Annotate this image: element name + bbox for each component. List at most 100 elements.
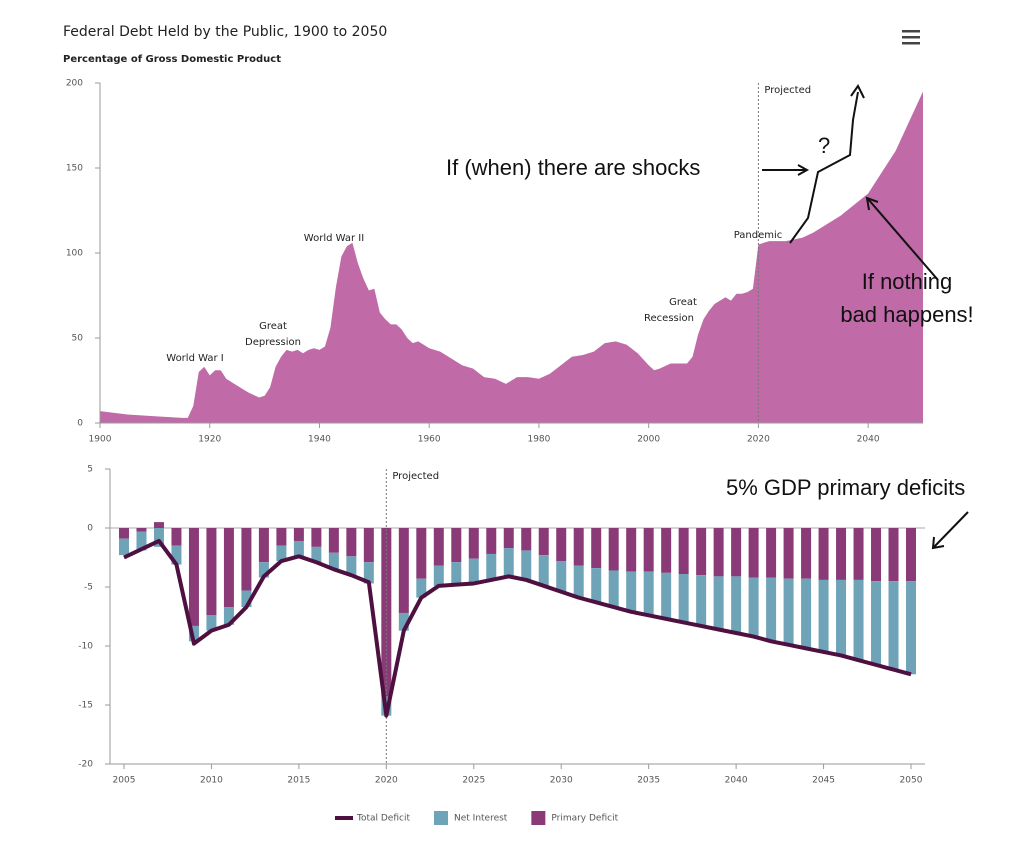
bar-segment	[451, 562, 462, 585]
baseline-arrow	[865, 196, 939, 281]
bar-segment	[153, 528, 164, 547]
bar-segment	[591, 528, 602, 569]
menu-bar[interactable]	[902, 36, 920, 39]
bar-segment	[381, 528, 392, 697]
x-tick-label: 1940	[308, 435, 331, 445]
bar-segment	[731, 576, 742, 634]
bar-segment	[398, 612, 409, 631]
x-tick-label: 2035	[637, 776, 660, 786]
note: If (when) there are shocks	[446, 155, 700, 180]
note: 5% GDP primary deficits	[726, 475, 965, 500]
bar-segment	[328, 528, 339, 553]
bar-segment	[608, 528, 619, 571]
bar-segment	[311, 546, 322, 563]
bar-segment	[293, 528, 304, 541]
x-tick-label: 1960	[418, 435, 441, 445]
bar-segment	[433, 528, 444, 566]
bar-segment	[258, 562, 269, 578]
bar-segment	[206, 528, 217, 616]
note: ?	[818, 133, 830, 158]
y-tick-label: 0	[87, 524, 93, 534]
bar-segment	[573, 528, 584, 566]
x-tick-label: 2020	[375, 776, 398, 786]
bar-segment	[118, 538, 129, 556]
y-tick-label: 50	[72, 334, 84, 344]
bar-segment	[521, 528, 532, 551]
bar-segment	[223, 528, 234, 608]
menu-bar[interactable]	[902, 42, 920, 45]
bar-segment	[136, 528, 147, 532]
menu-button[interactable]	[902, 30, 920, 45]
bar-segment	[713, 576, 724, 630]
x-tick-label: 2030	[550, 776, 573, 786]
bar-segment	[661, 528, 672, 573]
bar-segment	[818, 579, 829, 652]
bar-segment	[643, 528, 654, 572]
bar-segment	[486, 528, 497, 554]
bar-segment	[853, 579, 864, 661]
bar-segment	[223, 607, 234, 625]
bar-segment	[888, 581, 899, 670]
bar-segment	[748, 528, 759, 578]
y-tick-label: -20	[78, 760, 93, 770]
bar-segment	[346, 556, 357, 576]
x-tick-label: 2010	[200, 776, 223, 786]
bar-segment	[608, 570, 619, 608]
bar-segment	[538, 555, 549, 586]
bar-segment	[871, 581, 882, 665]
menu-bar[interactable]	[902, 30, 920, 33]
bar-segment	[906, 581, 917, 675]
bar-segment	[241, 590, 252, 608]
x-tick-label: 2020	[747, 435, 770, 445]
y-tick-label: -15	[78, 701, 93, 711]
bar-segment	[276, 545, 287, 562]
deficit-arrow	[931, 511, 969, 550]
bar-segment	[451, 528, 462, 563]
bar-segment	[206, 615, 217, 631]
note: If nothing	[862, 269, 953, 294]
bar-segment	[573, 565, 584, 598]
bar-segment	[521, 550, 532, 580]
bar-segment	[678, 528, 689, 575]
bar-segment	[731, 528, 742, 577]
bar-segment	[258, 528, 269, 563]
bar-segment	[836, 579, 847, 656]
bar-segment	[748, 577, 759, 637]
x-tick-label: 1980	[527, 435, 550, 445]
y-tick-label: 0	[77, 419, 83, 429]
debt-area	[100, 91, 923, 423]
chart-subtitle: Percentage of Gross Domestic Product	[63, 54, 281, 65]
bar-segment	[661, 572, 672, 619]
annotation: Recession	[644, 313, 694, 324]
legend-label: Net Interest	[454, 814, 508, 824]
bar-segment	[188, 528, 199, 626]
x-tick-label: 2015	[287, 776, 310, 786]
bar-segment	[503, 528, 514, 549]
bar-segment	[766, 577, 777, 642]
annotation: World War I	[166, 353, 223, 364]
y-tick-label: 100	[66, 249, 83, 259]
annotation: Depression	[245, 337, 301, 348]
bar-segment	[906, 528, 917, 582]
annotation: World War II	[304, 233, 364, 244]
bar-segment	[503, 548, 514, 577]
bar-segment	[346, 528, 357, 557]
x-tick-label: 2050	[900, 776, 923, 786]
bar-segment	[188, 625, 199, 642]
projection-label: Projected	[392, 471, 439, 482]
bar-segment	[416, 578, 427, 598]
bar-segment	[118, 528, 129, 539]
bar-segment	[783, 578, 794, 645]
x-tick-label: 2040	[857, 435, 880, 445]
bar-segment	[398, 528, 409, 613]
projection-label: Projected	[764, 85, 811, 96]
y-tick-label: 200	[66, 79, 83, 89]
legend-label: Primary Deficit	[551, 814, 618, 824]
annotation: Pandemic	[734, 230, 783, 241]
x-tick-label: 2025	[462, 776, 485, 786]
x-tick-label: 2040	[725, 776, 748, 786]
shock-arrow	[762, 164, 810, 176]
arrow-head	[850, 84, 865, 99]
bar-segment	[888, 528, 899, 582]
